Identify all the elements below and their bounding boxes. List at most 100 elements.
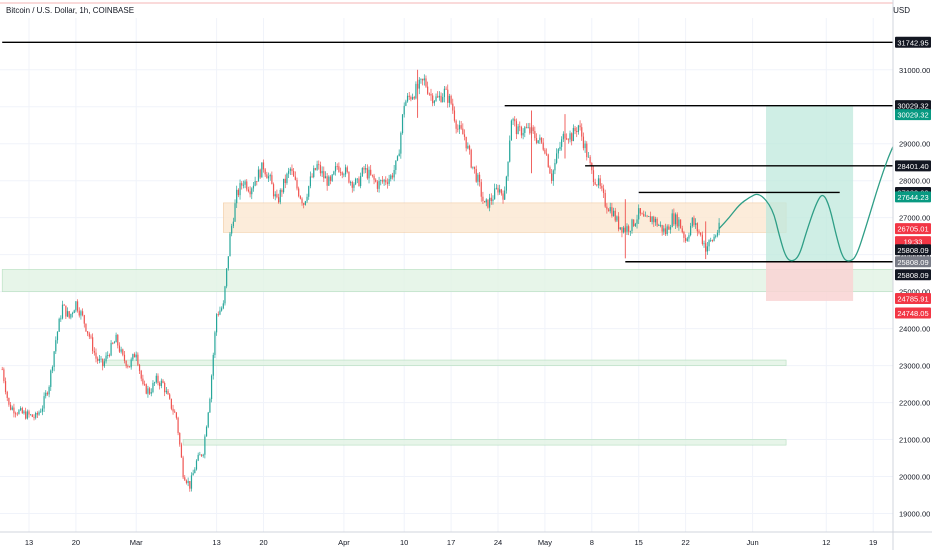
candle-body (455, 120, 457, 129)
candle-body (155, 375, 157, 383)
zones-layer (1, 105, 907, 446)
candle-body (678, 219, 680, 227)
candle-body (361, 168, 363, 177)
candle-body (179, 433, 181, 445)
candle-body (539, 137, 541, 141)
candle-body (385, 179, 387, 183)
candle-body (83, 315, 85, 324)
candle-body (350, 181, 352, 183)
candle-body (676, 214, 678, 227)
candle-body (408, 95, 410, 97)
candle-body (76, 301, 79, 311)
candle-body (90, 336, 92, 338)
candle-body (596, 184, 598, 186)
candle-body (113, 342, 116, 344)
candle-body (641, 213, 643, 215)
candle-body (152, 383, 154, 393)
candle-body (432, 95, 434, 104)
candle-body (520, 127, 523, 136)
x-tick-label: 13 (212, 538, 220, 547)
candle-body (447, 89, 449, 103)
candle-body (30, 414, 32, 416)
candle-body (651, 216, 653, 222)
candle-body (490, 197, 492, 202)
candle-body (247, 189, 250, 192)
candle-body (40, 411, 42, 413)
price-label-tag (895, 256, 931, 268)
candle-body (321, 171, 323, 174)
candle-body (586, 143, 588, 158)
candle-body (611, 207, 613, 217)
candle-body (120, 349, 122, 352)
candle-body (98, 358, 100, 361)
candle-body (35, 413, 37, 418)
candle-body (112, 342, 114, 344)
candle-body (706, 246, 708, 252)
candle-body (639, 208, 641, 214)
candle-body (497, 187, 499, 193)
candle-body (232, 221, 234, 227)
candle-body (549, 167, 551, 174)
candle-body (65, 305, 67, 317)
candle-body (700, 232, 702, 235)
y-tick-label: 20000.00 (899, 473, 930, 482)
candle-body (378, 180, 380, 189)
candle-body (331, 174, 333, 181)
candle-body (105, 355, 107, 362)
candle-body (344, 167, 347, 175)
candle-body (492, 199, 494, 202)
candle-body (16, 413, 18, 415)
candle-body (579, 125, 581, 128)
price-label-tag (895, 36, 931, 48)
candle-body (338, 166, 340, 172)
y-tick-label: 28000.00 (899, 177, 930, 186)
candle-body (366, 168, 368, 179)
candle-body (393, 169, 395, 178)
candle-body (504, 190, 506, 200)
candle-body (202, 454, 204, 456)
candle-body (137, 354, 139, 365)
candle-body (566, 138, 568, 140)
y-tick-label: 24000.00 (899, 325, 930, 334)
candle-body (271, 175, 273, 185)
candle-body (46, 392, 49, 395)
candle-body (277, 197, 280, 203)
candle-body (283, 178, 285, 193)
candle-body (239, 183, 241, 196)
candle-body (654, 218, 657, 223)
x-tick-label: 22 (681, 538, 689, 547)
candle-body (115, 334, 117, 343)
candle-body (597, 178, 600, 186)
candle-body (237, 189, 239, 196)
candle-body (644, 215, 646, 217)
candle-body (31, 414, 33, 417)
candle-body (204, 436, 206, 455)
candle-body (614, 210, 616, 221)
candle-body (358, 178, 360, 187)
candle-body (236, 189, 238, 204)
candle-body (626, 226, 628, 232)
candle-body (450, 95, 452, 104)
candle-body (269, 175, 271, 177)
candle-body (607, 209, 610, 212)
candle-body (396, 156, 399, 161)
candle-body (50, 370, 52, 387)
candle-body (82, 311, 84, 316)
candle-body (391, 175, 394, 178)
candle-body (244, 181, 246, 185)
candle-body (219, 310, 221, 315)
candle-body (175, 412, 177, 418)
candle-body (167, 390, 169, 395)
candle-body (92, 337, 94, 352)
candle-body (194, 469, 196, 474)
candle-body (107, 355, 109, 356)
candle-body (413, 97, 415, 99)
candle-body (661, 224, 663, 232)
candle-body (648, 216, 650, 217)
candle-body (505, 176, 507, 191)
candle-body (594, 182, 596, 185)
candle-body (334, 166, 337, 172)
